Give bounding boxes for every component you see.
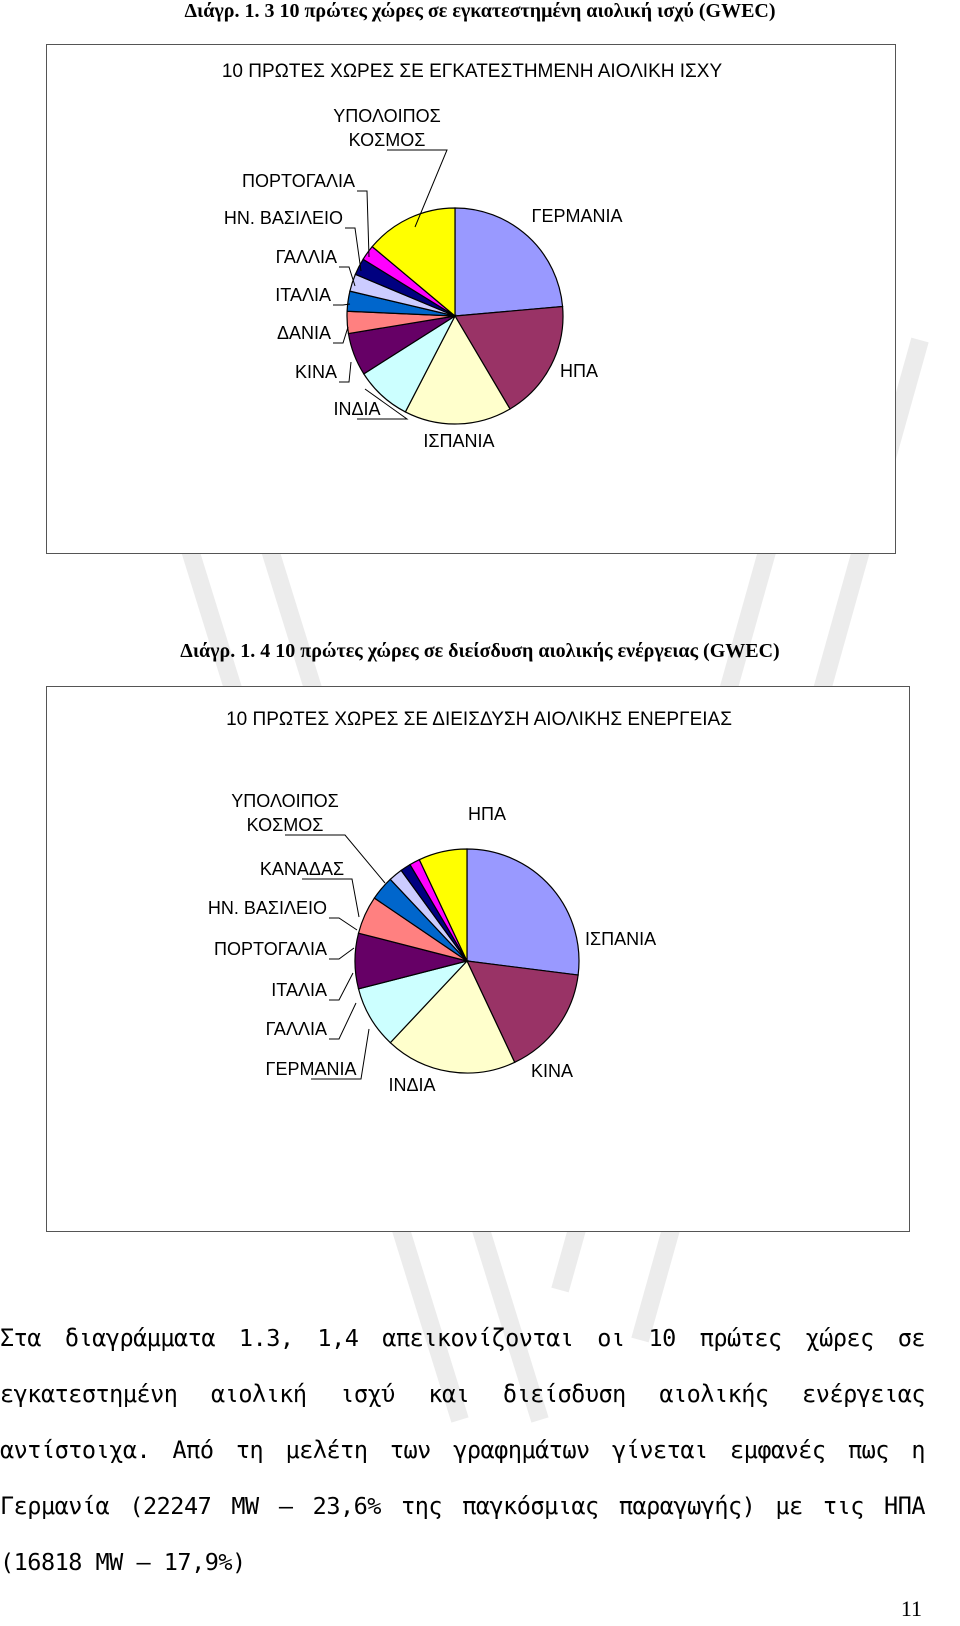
leader-line-ιταλια <box>329 972 354 1001</box>
pie-slice-υπολοιπος-κοσμος <box>371 207 456 318</box>
slice-label-πορτογαλια: ΠΟΡΤΟΓΑΛΙΑ <box>214 939 327 959</box>
chart-title: 10 ΠΡΩΤΕΣ ΧΩΡΕΣ ΣΕ ΕΓΚΑΤΕΣΤΗΜΕΝΗ ΑΙΟΛΙΚΗ… <box>222 61 723 82</box>
slice-label-υπολοιπος-κοσμος: ΥΠΟΛΟΙΠΟΣ <box>333 106 440 126</box>
slice-label-ηπα: ΗΠΑ <box>468 804 506 824</box>
leader-line-ινδια <box>357 388 409 420</box>
slice-label-υπολοιπος-κοσμος: ΥΠΟΛΟΙΠΟΣ <box>231 791 338 811</box>
page-number: 11 <box>900 1596 922 1621</box>
slice-label-ινδια: ΙΝΔΙΑ <box>388 1075 435 1095</box>
slice-label-καναδας: ΚΑΝΑΔΑΣ <box>260 859 344 879</box>
slice-label-υπολοιπος-κοσμος: ΚΟΣΜΟΣ <box>349 130 426 150</box>
pie-slice-ηπα <box>453 305 564 410</box>
slice-label-γαλλια: ΓΑΛΛΙΑ <box>266 1019 327 1039</box>
leader-line-γερμανια <box>311 1028 370 1080</box>
leader-line-κινα <box>339 361 352 383</box>
slice-label-ινδια: ΙΝΔΙΑ <box>333 399 380 419</box>
pie-slice-ηπα <box>466 848 580 976</box>
leader-line-πορτογαλια <box>357 190 370 258</box>
slice-label-κινα: ΚΙΝΑ <box>295 362 337 382</box>
slice-label-ηπα: ΗΠΑ <box>560 361 598 381</box>
slice-label-πορτογαλια: ΠΟΡΤΟΓΑΛΙΑ <box>242 171 355 191</box>
leader-line-ην-βασιλειο <box>329 917 358 931</box>
leader-line-δανια <box>333 326 349 344</box>
slice-label-γερμανια: ΓΕΡΜΑΝΙΑ <box>266 1059 357 1079</box>
slice-label-κινα: ΚΙΝΑ <box>531 1061 573 1081</box>
leader-line-γαλλια <box>339 266 356 287</box>
slice-label-ιταλια: ΙΤΑΛΙΑ <box>275 285 331 305</box>
pie-slice-υπολοιπος-κοσμος <box>418 848 468 962</box>
slice-label-δανια: ΔΑΝΙΑ <box>277 323 331 343</box>
figure-caption-1-3: Διάγρ. 1. 3 10 πρώτες χώρες σε εγκατεστη… <box>184 0 776 22</box>
slice-label-γερμανια: ΓΕΡΜΑΝΙΑ <box>532 206 623 226</box>
slice-label-ιταλια: ΙΤΑΛΙΑ <box>271 980 327 1000</box>
pie-chart-2-svg: 10 ΠΡΩΤΕΣ ΧΩΡΕΣ ΣΕ ΔΙΕΙΣΔΥΣΗ ΑΙΟΛΙΚΗΣ ΕΝ… <box>208 709 732 1095</box>
leader-line-καναδας <box>302 878 360 918</box>
figure-caption-1-4: Διάγρ. 1. 4 10 πρώτες χώρες σε διείσδυση… <box>180 640 780 662</box>
pie-chart-1-svg: 10 ΠΡΩΤΕΣ ΧΩΡΕΣ ΣΕ ΕΓΚΑΤΕΣΤΗΜΕΝΗ ΑΙΟΛΙΚΗ… <box>222 61 723 451</box>
chart-energy-penetration: 10 ΠΡΩΤΕΣ ΧΩΡΕΣ ΣΕ ΔΙΕΙΣΔΥΣΗ ΑΙΟΛΙΚΗΣ ΕΝ… <box>46 686 910 1232</box>
slice-label-υπολοιπος-κοσμος: ΚΟΣΜΟΣ <box>247 815 324 835</box>
body-paragraph: Στα διαγράμματα 1.3, 1,4 απεικονίζονται … <box>0 1324 926 1576</box>
chart-installed-capacity: 10 ΠΡΩΤΕΣ ΧΩΡΕΣ ΣΕ ΕΓΚΑΤΕΣΤΗΜΕΝΗ ΑΙΟΛΙΚΗ… <box>46 44 896 554</box>
leader-line-υπολοιπος-κοσμος <box>387 149 448 228</box>
slice-label-ισπανια: ΙΣΠΑΝΙΑ <box>585 929 656 949</box>
slice-label-γαλλια: ΓΑΛΛΙΑ <box>276 247 337 267</box>
pie-slice-γερμανια <box>454 207 564 317</box>
leader-line-ιταλια <box>333 303 351 306</box>
pie-slice-κινα <box>389 959 516 1074</box>
leader-line-γαλλια <box>329 1002 357 1040</box>
leader-line-ην-βασιλειο <box>345 227 362 272</box>
slice-label-ισπανια: ΙΣΠΑΝΙΑ <box>423 431 494 451</box>
slice-label-ην-βασιλειο: ΗΝ. ΒΑΣΙΛΕΙΟ <box>224 208 343 228</box>
pie-slice-ισπανια <box>465 960 579 1064</box>
chart-title: 10 ΠΡΩΤΕΣ ΧΩΡΕΣ ΣΕ ΔΙΕΙΣΔΥΣΗ ΑΙΟΛΙΚΗΣ ΕΝ… <box>226 709 732 730</box>
slice-label-ην-βασιλειο: ΗΝ. ΒΑΣΙΛΕΙΟ <box>208 898 327 918</box>
leader-line-πορτογαλια <box>329 947 355 960</box>
pie-slice-ισπανια <box>404 314 511 425</box>
leader-line-υπολοιπος-κοσμος <box>285 834 386 884</box>
